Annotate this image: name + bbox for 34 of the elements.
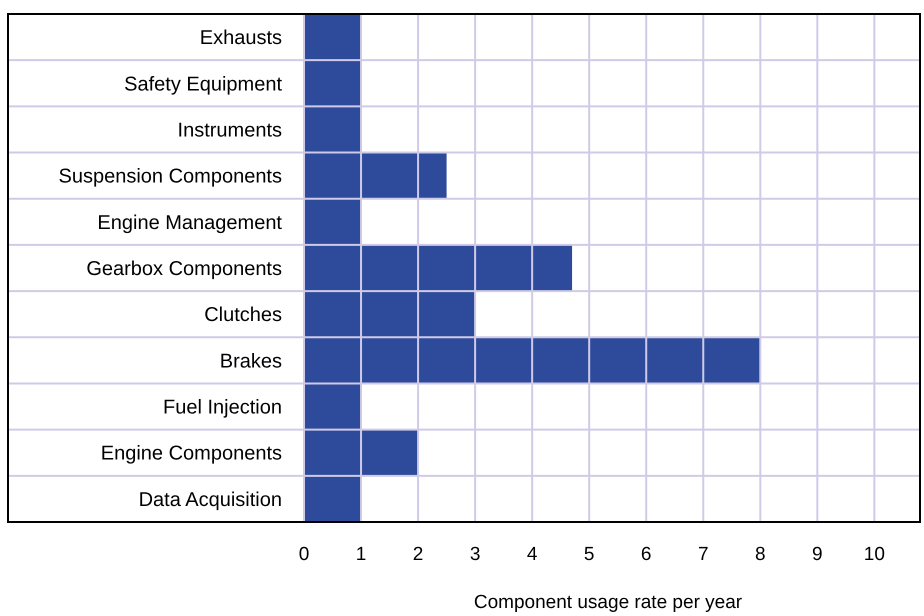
bar [304,383,362,430]
bar [304,14,362,60]
x-tick-label: 2 [412,544,424,565]
y-tick-label: Safety Equipment [124,73,282,96]
x-tick-label: 8 [755,544,766,565]
y-tick-label: Exhausts [200,27,282,50]
x-tick-label: 6 [640,544,652,565]
bar [304,198,362,245]
bar [304,152,447,199]
y-tick-label: Engine Management [97,212,282,234]
x-tick-label: 10 [864,544,885,565]
bar [304,60,362,106]
y-tick-label: Brakes [220,350,282,372]
x-tick-label: 0 [298,544,310,565]
x-tick-label: 4 [526,544,538,565]
y-tick-label: Engine Components [100,442,282,465]
x-tick-label: 7 [698,544,709,565]
x-tick-label: 9 [812,544,823,565]
y-tick-label: Instruments [178,119,282,142]
x-tick-label: 1 [356,544,366,565]
bar [304,430,418,476]
y-tick-label: Gearbox Components [86,258,282,280]
y-tick-label: Fuel Injection [163,396,282,419]
x-tick-label: 5 [584,544,594,565]
bar [304,337,760,384]
y-tick-label: Clutches [204,304,282,326]
y-tick-label: Data Acquisition [138,488,282,511]
y-tick-label: Suspension Components [58,166,282,188]
x-tick-label: 3 [470,544,480,565]
bar [304,106,362,153]
bar [304,244,572,292]
bar [304,476,362,522]
x-axis-title: Component usage rate per year [474,592,743,613]
bar [304,291,476,338]
